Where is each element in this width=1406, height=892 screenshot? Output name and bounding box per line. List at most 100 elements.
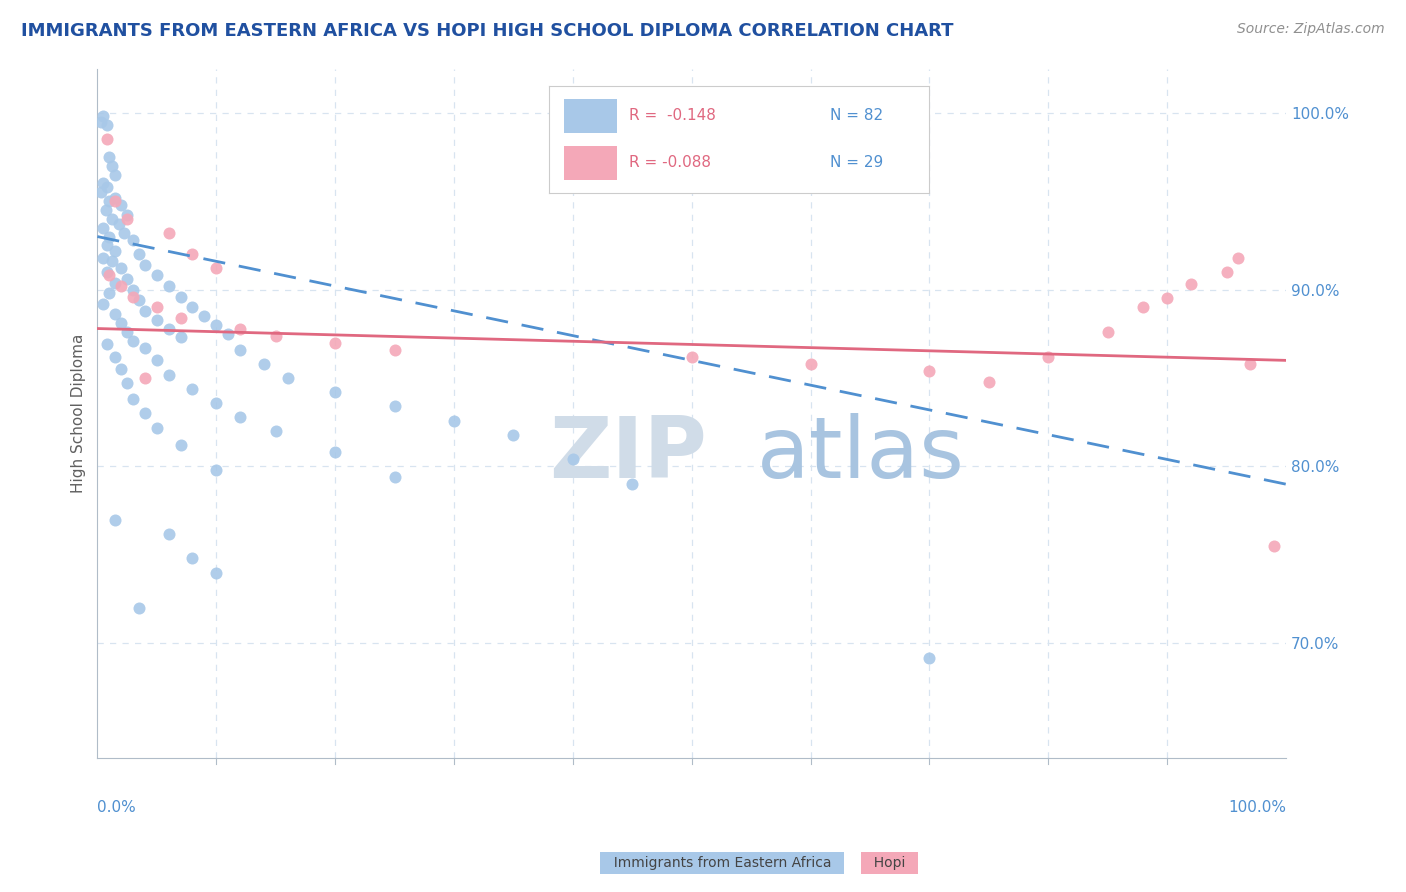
Text: Hopi: Hopi <box>865 855 914 870</box>
Point <box>157 279 180 293</box>
Point <box>205 463 228 477</box>
Point <box>107 217 129 231</box>
Text: IMMIGRANTS FROM EASTERN AFRICA VS HOPI HIGH SCHOOL DIPLOMA CORRELATION CHART: IMMIGRANTS FROM EASTERN AFRICA VS HOPI H… <box>21 22 953 40</box>
Point <box>134 406 156 420</box>
Point <box>98 229 121 244</box>
Point <box>90 186 112 200</box>
Point <box>104 244 127 258</box>
Point <box>205 261 228 276</box>
Point <box>681 350 703 364</box>
Point <box>96 265 118 279</box>
Point <box>91 251 114 265</box>
Point <box>115 376 138 391</box>
Point <box>918 650 941 665</box>
Point <box>181 301 204 315</box>
Text: ZIP: ZIP <box>548 413 707 496</box>
Point <box>115 208 138 222</box>
Point <box>181 382 204 396</box>
Point <box>1097 325 1119 339</box>
Point <box>181 551 204 566</box>
Point <box>277 371 299 385</box>
Point <box>104 191 127 205</box>
Point <box>91 109 114 123</box>
Point <box>115 325 138 339</box>
Point <box>205 566 228 580</box>
Point <box>157 226 180 240</box>
Text: Source: ZipAtlas.com: Source: ZipAtlas.com <box>1237 22 1385 37</box>
Point <box>1038 350 1060 364</box>
Point <box>229 321 252 335</box>
Point <box>1132 301 1154 315</box>
Point <box>96 180 118 194</box>
Point <box>122 392 145 407</box>
Point <box>100 211 122 226</box>
Point <box>100 159 122 173</box>
Point <box>205 318 228 332</box>
Point <box>146 420 169 434</box>
Point <box>146 312 169 326</box>
Point <box>253 357 276 371</box>
Point <box>110 316 132 330</box>
Point <box>169 290 191 304</box>
Point <box>443 413 465 427</box>
Point <box>1227 251 1250 265</box>
Point <box>264 424 287 438</box>
Point <box>146 301 169 315</box>
Point <box>217 326 239 341</box>
Text: 0.0%: 0.0% <box>97 800 136 814</box>
Point <box>134 371 156 385</box>
Point <box>115 272 138 286</box>
Point <box>91 297 114 311</box>
Point <box>205 396 228 410</box>
Point <box>169 438 191 452</box>
Point <box>122 283 145 297</box>
Point <box>110 198 132 212</box>
Point <box>977 375 1000 389</box>
Point <box>157 526 180 541</box>
Point <box>169 330 191 344</box>
Point <box>98 150 121 164</box>
Point <box>96 337 118 351</box>
Point <box>323 445 346 459</box>
Point <box>1156 292 1178 306</box>
Point <box>193 309 215 323</box>
Point <box>90 114 112 128</box>
Point <box>169 310 191 325</box>
Point <box>157 368 180 382</box>
Point <box>146 268 169 283</box>
Point <box>104 307 127 321</box>
Point <box>323 385 346 400</box>
Point <box>918 364 941 378</box>
Point <box>502 427 524 442</box>
Text: atlas: atlas <box>756 413 965 496</box>
Point <box>122 334 145 348</box>
Point <box>96 132 118 146</box>
Point <box>104 276 127 290</box>
Point <box>96 238 118 252</box>
Point <box>104 168 127 182</box>
Point <box>100 254 122 268</box>
Point <box>384 470 406 484</box>
Point <box>91 177 114 191</box>
Point <box>98 286 121 301</box>
Point <box>91 220 114 235</box>
Point <box>1215 265 1237 279</box>
Point <box>104 194 127 209</box>
Point <box>110 362 132 376</box>
Point <box>1263 539 1285 553</box>
Point <box>134 303 156 318</box>
Point <box>128 247 150 261</box>
Point <box>98 194 121 209</box>
Point <box>157 321 180 335</box>
Point <box>384 400 406 414</box>
Point <box>128 293 150 308</box>
Point <box>229 343 252 357</box>
Point <box>134 341 156 355</box>
Point <box>799 357 821 371</box>
Point <box>323 335 346 350</box>
Point <box>98 268 121 283</box>
Point <box>181 247 204 261</box>
Point <box>104 350 127 364</box>
Point <box>146 353 169 368</box>
Point <box>128 601 150 615</box>
